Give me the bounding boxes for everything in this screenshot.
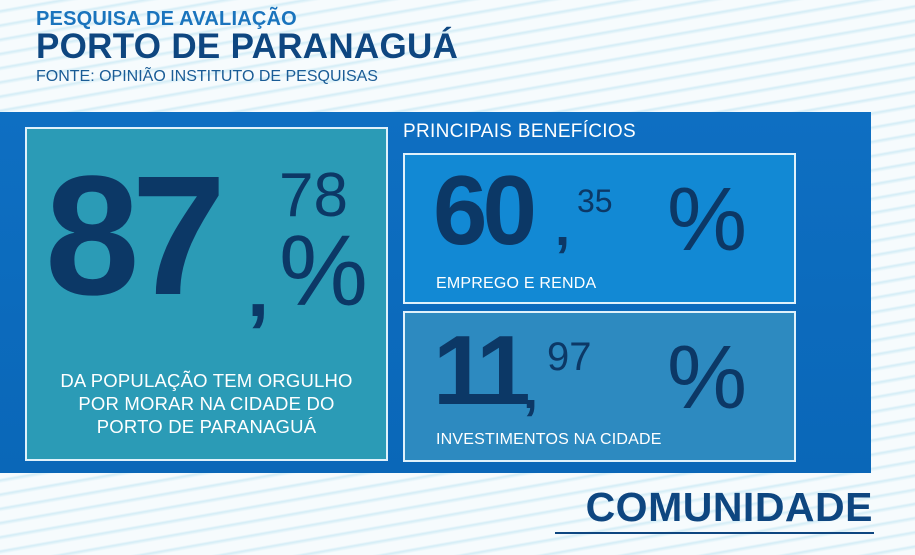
main-stat-integer: 87 [45,141,226,331]
header: PESQUISA DE AVALIAÇÃO PORTO DE PARANAGUÁ… [36,8,458,88]
caption-line: PORTO DE PARANAGUÁ [96,416,317,437]
benefit-card-employment: 60 , 35 % EMPREGO E RENDA [403,153,796,304]
main-stat-decimal: 78 [279,161,348,230]
source-text: FONTE: OPINIÃO INSTITUTO DE PESQUISAS [36,68,378,85]
caption-line: DA POPULAÇÃO TEM ORGULHO [60,370,353,391]
section-title: COMUNIDADE [585,484,873,530]
benefit-integer: 60 [433,155,537,265]
page-title: PORTO DE PARANAGUÁ [36,27,459,66]
survey-kicker: PESQUISA DE AVALIAÇÃO [36,8,297,30]
main-stat-percent: % [279,215,368,327]
benefit-card-investments: 11 , 97 % INVESTIMENTOS NA CIDADE [403,311,796,462]
benefits-heading: PRINCIPAIS BENEFÍCIOS [403,121,636,142]
benefit-percent: % [667,170,748,270]
benefit-comma: , [523,360,539,420]
benefit-comma: , [555,197,571,257]
section-underline [555,532,874,534]
caption-line: POR MORAR NA CIDADE DO [78,393,335,414]
benefit-integer: 11 [433,315,531,425]
main-stat-card: 87 , 78 % DA POPULAÇÃO TEM ORGULHO POR M… [25,127,388,461]
main-stat-comma: , [247,244,270,333]
benefit-label: INVESTIMENTOS NA CIDADE [436,431,662,448]
benefit-decimal: 97 [547,335,592,379]
benefit-percent: % [667,328,748,428]
main-stat-caption: DA POPULAÇÃO TEM ORGULHO POR MORAR NA CI… [27,369,386,438]
benefit-label: EMPREGO E RENDA [436,275,597,292]
benefit-decimal: 35 [577,183,613,219]
stats-panel: 87 , 78 % DA POPULAÇÃO TEM ORGULHO POR M… [0,112,871,473]
